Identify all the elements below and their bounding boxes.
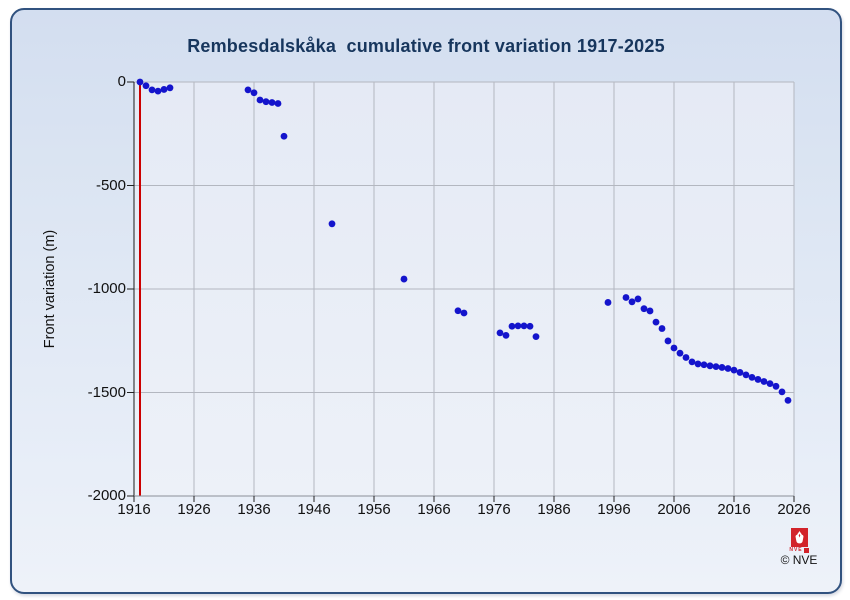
data-point — [754, 376, 762, 383]
x-tick-label: 1946 — [297, 501, 331, 518]
x-tick-label: 1966 — [417, 501, 451, 518]
data-point — [454, 307, 462, 315]
data-point — [520, 322, 528, 330]
data-point — [262, 98, 270, 106]
data-point — [604, 299, 612, 306]
plot-area — [127, 78, 795, 502]
x-tick-label: 1996 — [597, 501, 631, 518]
data-point — [694, 360, 702, 368]
x-tick-label: 1986 — [537, 501, 571, 518]
data-point — [160, 86, 168, 93]
x-tick-label: 1936 — [237, 501, 271, 518]
data-point — [622, 294, 630, 301]
data-point — [154, 87, 162, 95]
y-tick-label: -1000 — [87, 280, 126, 297]
data-point — [532, 333, 540, 341]
data-point — [748, 373, 756, 381]
x-tick-label: 1916 — [117, 501, 151, 518]
data-point — [268, 99, 276, 106]
data-point — [628, 298, 636, 306]
nve-logo-square — [803, 548, 809, 553]
data-point — [730, 366, 738, 374]
data-point — [496, 329, 504, 337]
nve-logo-text: NVE — [789, 547, 803, 553]
data-point — [706, 362, 714, 370]
data-point — [682, 354, 690, 361]
x-axis-tick-labels: 1916 1926 1936 1946 1956 1966 1976 1986 1996 2006… — [117, 501, 810, 519]
data-point — [142, 82, 150, 90]
chart-card: Rembesdalskåka cumulative front variatio… — [10, 8, 842, 594]
data-point — [250, 89, 258, 97]
data-point — [148, 86, 156, 94]
nve-logo: NVE — [788, 528, 810, 553]
nve-lion-icon — [790, 528, 808, 547]
data-point — [670, 344, 678, 352]
x-tick-label: 2006 — [657, 501, 691, 518]
data-point — [400, 275, 408, 283]
data-point — [742, 371, 750, 379]
data-point — [760, 378, 768, 385]
y-axis-tick-labels: 0 -500 -1000 -1500 -2000 — [42, 73, 126, 504]
scatter-plot — [127, 78, 795, 502]
x-tick-label: 1956 — [357, 501, 391, 518]
data-point — [736, 369, 744, 376]
data-point — [634, 295, 642, 303]
data-point — [724, 365, 732, 372]
data-point — [766, 380, 774, 387]
y-tick-label: -500 — [95, 176, 126, 194]
data-point — [658, 325, 666, 332]
data-point — [166, 84, 174, 92]
data-point — [280, 132, 288, 140]
data-point — [652, 318, 660, 326]
data-point — [700, 361, 708, 369]
data-point — [772, 382, 780, 390]
data-point — [664, 337, 672, 345]
y-tick-label: 0 — [117, 73, 126, 90]
data-point — [460, 309, 468, 317]
x-tick-label: 1976 — [477, 501, 511, 518]
data-point — [256, 96, 264, 104]
x-tick-label: 2026 — [777, 501, 811, 518]
data-point — [244, 86, 252, 94]
data-point — [514, 322, 522, 330]
data-point — [718, 364, 726, 371]
nve-lion-glyph — [795, 531, 803, 544]
chart-title: Rembesdalskåka cumulative front variatio… — [187, 36, 665, 56]
x-tick-label: 1926 — [177, 501, 211, 518]
data-point — [508, 322, 516, 330]
data-point — [712, 363, 720, 371]
nve-logo-row: NVE — [789, 547, 809, 553]
data-point — [526, 322, 534, 330]
data-point — [502, 331, 510, 339]
data-point — [676, 349, 684, 357]
data-point — [640, 305, 648, 313]
y-tick-label: -2000 — [87, 487, 126, 504]
x-tick-label: 2016 — [717, 501, 751, 518]
data-point — [328, 220, 336, 228]
data-point — [274, 100, 282, 107]
y-tick-label: -1500 — [87, 383, 126, 401]
data-point — [646, 307, 654, 315]
data-point — [778, 388, 786, 396]
copyright-text: © NVE — [780, 553, 818, 567]
data-point — [688, 358, 696, 366]
data-point — [136, 78, 144, 86]
data-point — [784, 396, 792, 404]
